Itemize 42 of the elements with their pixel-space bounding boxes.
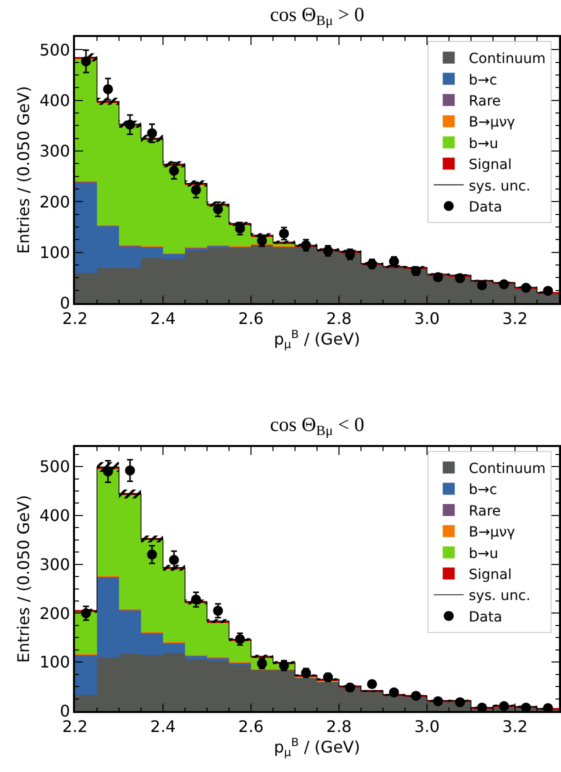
x-tick-label: 2.4	[150, 716, 176, 736]
y-axis-title: Entries / (0.050 GeV)	[14, 495, 33, 663]
x-tick-label: 2.4	[150, 308, 176, 328]
legend-label: sys. unc.	[468, 588, 530, 604]
y-tick-label: 300	[40, 554, 70, 574]
legend-label: Signal	[468, 567, 512, 584]
x-tick-label: 3.0	[414, 308, 440, 328]
legend-label: Rare	[468, 93, 501, 110]
y-tick-label: 100	[40, 242, 70, 262]
legend-label: B→μνγ	[468, 524, 516, 541]
legend-label: Signal	[468, 157, 512, 174]
x-tick-label: 3.2	[502, 308, 528, 328]
chart-title: cos Θ$_{Bμ}$ > 0	[270, 4, 364, 30]
y-tick-label: 200	[40, 604, 70, 623]
y-tick-label: 500	[40, 457, 70, 476]
x-tick-label: 2.8	[326, 308, 352, 328]
legend-label: Continuum	[468, 461, 546, 478]
x-tick-label: 2.6	[238, 308, 264, 328]
legend-label: B→μνγ	[468, 114, 516, 131]
x-tick-label: 2.8	[326, 716, 352, 736]
x-tick-label: 2.6	[238, 716, 264, 736]
legend-label: Continuum	[468, 51, 546, 68]
y-tick-label: 500	[40, 40, 70, 60]
x-axis-title: p$_{μ}$$^{B}$ / (GeV)	[274, 328, 360, 352]
legend-label: b→c	[468, 72, 498, 88]
legend-label: Rare	[468, 503, 501, 520]
x-tick-label: 3.2	[502, 716, 528, 736]
legend-label: Data	[468, 609, 502, 626]
y-axis-title: Entries / (0.050 GeV)	[14, 86, 33, 254]
y-tick-label: 400	[40, 90, 70, 110]
legend-label: b→u	[468, 136, 498, 152]
x-tick-label: 3.0	[414, 716, 440, 736]
chart-title: cos Θ$_{Bμ}$ < 0	[270, 414, 364, 440]
legend-label: b→c	[468, 482, 498, 498]
legend-label: Data	[468, 199, 502, 216]
y-tick-label: 400	[40, 506, 70, 526]
y-tick-label: 200	[40, 192, 70, 212]
legend-label: sys. unc.	[468, 178, 530, 194]
x-axis-title: p$_{μ}$$^{B}$ / (GeV)	[274, 736, 360, 760]
y-tick-label: 100	[40, 652, 70, 672]
y-tick-label: 300	[40, 142, 70, 161]
legend-label: b→u	[468, 546, 498, 562]
